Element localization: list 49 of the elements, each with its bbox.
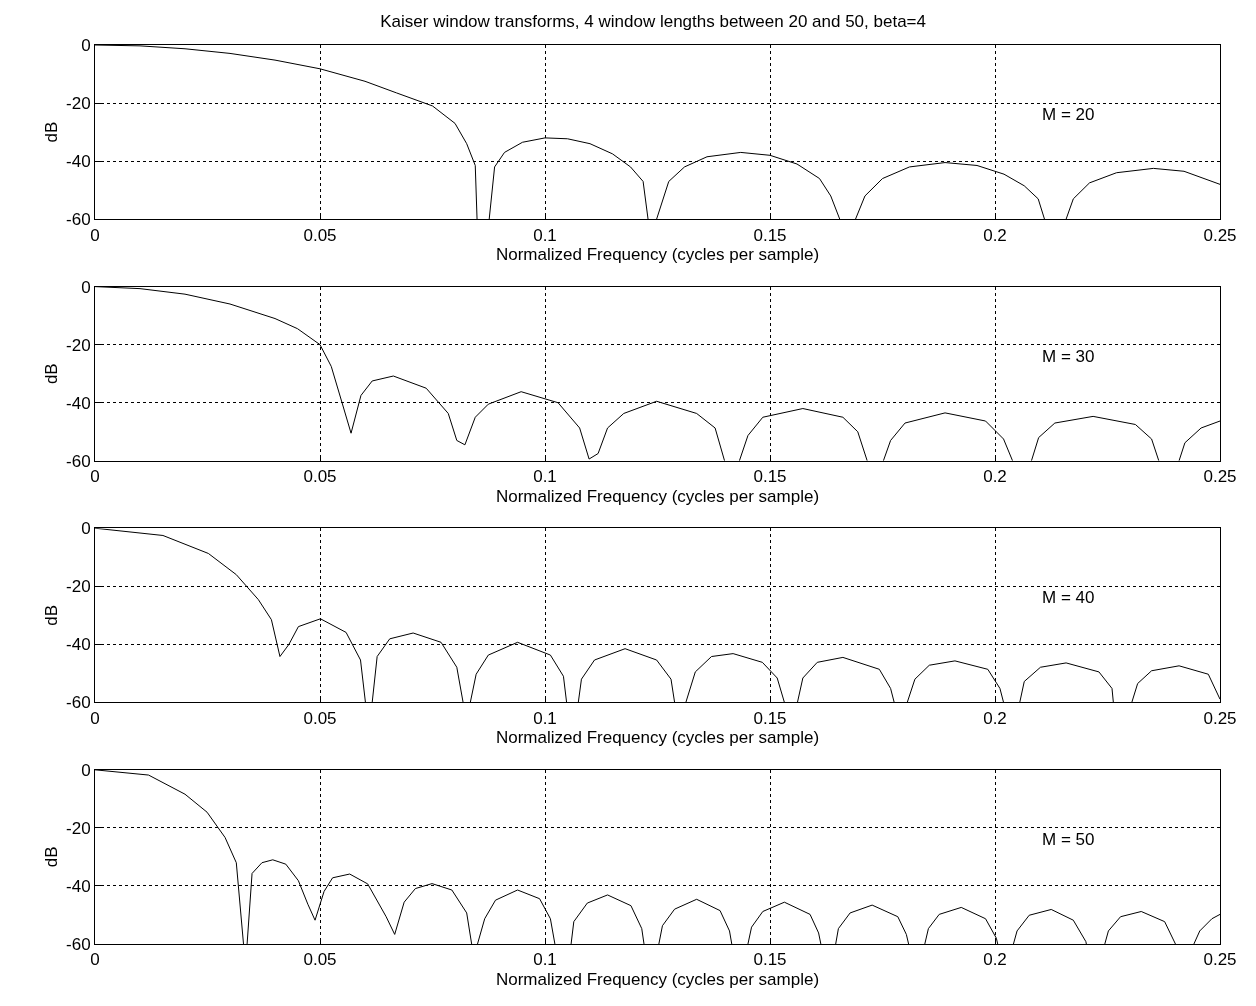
annotation: M = 50	[1042, 830, 1095, 849]
x-axis-title: Normalized Frequency (cycles per sample)	[495, 728, 820, 748]
y-tick-label: -60	[66, 934, 91, 954]
x-tick-label: 0.1	[533, 708, 557, 728]
x-tick-label: 0.2	[983, 467, 1007, 487]
y-tick-label: -60	[66, 451, 91, 471]
x-tick-label: 0.05	[303, 950, 337, 970]
y-tick-label: -20	[66, 94, 91, 114]
x-tick-label: 0.15	[753, 467, 787, 487]
y-axis-title: dB	[41, 846, 61, 868]
y-tick-label: 0	[81, 519, 91, 539]
x-tick-label: 0.15	[753, 225, 787, 245]
x-tick-label: 0.2	[983, 950, 1007, 970]
y-tick-label: -40	[66, 876, 91, 896]
chart-title: Kaiser window transforms, 4 window lengths between 20 and 50, beta=4	[380, 11, 926, 31]
annotation: M = 20	[1042, 105, 1095, 124]
y-tick-label: -20	[66, 335, 91, 355]
annotation: M = 30	[1042, 347, 1095, 366]
x-tick-label: 0.1	[533, 950, 557, 970]
x-tick-label: 0.25	[1203, 467, 1237, 487]
x-axis-title: Normalized Frequency (cycles per sample)	[495, 486, 820, 506]
x-axis-title: Normalized Frequency (cycles per sample)	[495, 244, 820, 264]
y-tick-label: -40	[66, 393, 91, 413]
x-tick-label: 0.05	[303, 225, 337, 245]
x-tick-label: 0.25	[1203, 950, 1237, 970]
x-tick-label: 0.15	[753, 708, 787, 728]
y-axis-title: dB	[41, 121, 61, 143]
y-tick-label: 0	[81, 760, 91, 780]
x-axis-title: Normalized Frequency (cycles per sample)	[495, 969, 820, 989]
y-axis-title: dB	[41, 363, 61, 385]
x-tick-label: 0.15	[753, 950, 787, 970]
y-tick-label: 0	[81, 277, 91, 297]
x-tick-label: 0.1	[533, 225, 557, 245]
y-tick-label: -40	[66, 152, 91, 172]
x-tick-label: 0.25	[1203, 225, 1237, 245]
x-tick-label: 0.05	[303, 467, 337, 487]
y-tick-label: -20	[66, 577, 91, 597]
y-tick-label: -60	[66, 210, 91, 230]
y-tick-label: 0	[81, 35, 91, 55]
x-tick-label: 0.1	[533, 467, 557, 487]
x-tick-label: 0.2	[983, 708, 1007, 728]
y-tick-label: -20	[66, 818, 91, 838]
annotation: M = 40	[1042, 588, 1095, 607]
x-tick-label: 0.05	[303, 708, 337, 728]
x-tick-label: 0.2	[983, 225, 1007, 245]
y-tick-label: -40	[66, 635, 91, 655]
x-tick-label: 0.25	[1203, 708, 1237, 728]
y-tick-label: -60	[66, 693, 91, 713]
y-axis-title: dB	[41, 604, 61, 626]
